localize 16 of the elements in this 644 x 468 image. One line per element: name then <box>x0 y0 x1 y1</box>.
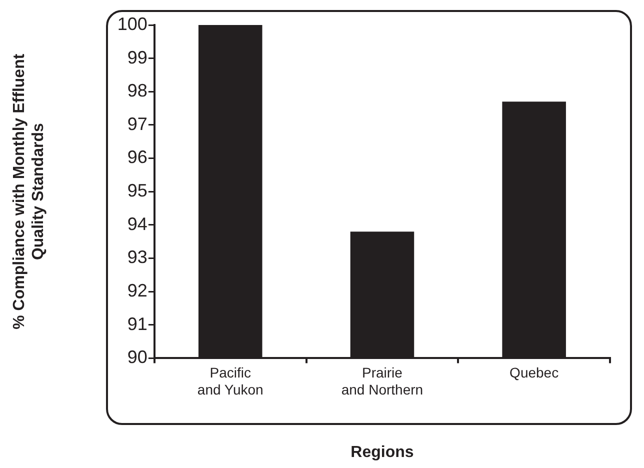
x-tick-label: Prairie and Northern <box>341 364 424 398</box>
y-tick-label: 97 <box>127 114 148 134</box>
y-tick-label: 93 <box>127 247 148 268</box>
y-tick-label: 91 <box>127 314 148 334</box>
y-tick-label: 90 <box>127 347 148 368</box>
y-tick-label: 94 <box>127 214 148 234</box>
y-tick-label: 96 <box>127 147 148 168</box>
y-tick-label: 100 <box>117 14 148 34</box>
x-axis-title: Regions <box>350 444 414 461</box>
y-tick-label: 99 <box>127 47 148 68</box>
x-tick-label: Pacific and Yukon <box>197 364 264 398</box>
y-axis-title: % Compliance with Monthly Effluent Quality Standards <box>11 53 48 330</box>
y-tick-label: 98 <box>127 80 148 101</box>
x-tick-label: Quebec <box>510 364 559 380</box>
y-tick-label: 95 <box>127 180 148 201</box>
y-tick-label: 92 <box>127 280 148 301</box>
